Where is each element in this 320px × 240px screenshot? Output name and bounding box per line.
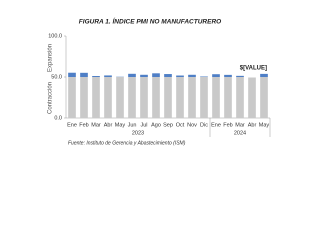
x-tick-label: Abr — [104, 122, 113, 128]
source: Fuente: Instituto de Gerencia y Abasteci… — [68, 140, 186, 146]
bar-segment — [140, 74, 148, 77]
bar-segment — [188, 74, 196, 77]
y-lower-label: Contracción — [48, 82, 54, 114]
bar-segment — [152, 77, 160, 118]
bar-segment — [104, 75, 112, 77]
bar-segment — [140, 77, 148, 118]
bar-segment — [260, 73, 268, 77]
bar-segment — [176, 77, 184, 118]
bar-segment — [116, 77, 124, 118]
bar-segment — [236, 75, 244, 77]
bar-segment — [248, 77, 256, 118]
x-tick-label: Oct — [176, 122, 185, 128]
bar-segment — [164, 74, 172, 77]
y-tick-label: 0.0 — [54, 115, 62, 121]
bar-segment — [176, 75, 184, 77]
bar-segment — [236, 77, 244, 118]
x-tick-label: Ene — [67, 122, 77, 128]
bar-segment — [80, 77, 88, 118]
bar-segment — [92, 76, 100, 77]
x-tick-label: Mar — [235, 122, 245, 128]
bar-segment — [80, 72, 88, 77]
x-group-label: 2023 — [132, 130, 144, 136]
x-tick-label: Abr — [248, 122, 257, 128]
bar-segment — [224, 74, 232, 77]
bar-segment — [92, 77, 100, 118]
x-tick-label: Jun — [128, 122, 137, 128]
x-tick-label: Jul — [140, 122, 147, 128]
x-tick-label: Dic — [200, 122, 208, 128]
x-tick-label: May — [259, 122, 270, 128]
bar-segment — [224, 77, 232, 118]
bar-segment — [164, 77, 172, 118]
x-tick-label: Mar — [91, 122, 101, 128]
y-upper-label: Expansión — [48, 44, 54, 72]
x-tick-label: Sep — [163, 122, 173, 128]
bar-segment — [212, 77, 220, 118]
bar-segment — [188, 77, 196, 118]
x-tick-label: Nov — [187, 122, 197, 128]
annotation: $[VALUE] — [240, 65, 267, 71]
bar-segment — [128, 77, 136, 118]
bar-segment — [200, 77, 208, 118]
bar-segment — [152, 73, 160, 77]
x-tick-label: Feb — [223, 122, 232, 128]
x-tick-label: Feb — [79, 122, 88, 128]
bar-segment — [128, 73, 136, 77]
y-tick-label: 100.0 — [48, 33, 62, 39]
chart: FIGURA 1. ÍNDICE PMI NO MANUFACTURERO Ex… — [48, 17, 271, 146]
bar-segment — [68, 72, 76, 77]
bar-segment — [68, 77, 76, 118]
bar-segment — [104, 77, 112, 118]
x-tick-label: Ene — [211, 122, 221, 128]
x-tick-label: May — [115, 122, 126, 128]
x-group-label: 2024 — [234, 130, 246, 136]
chart-title: FIGURA 1. ÍNDICE PMI NO MANUFACTURERO — [79, 17, 221, 26]
bar-segment — [212, 74, 220, 77]
x-tick-label: Ago — [151, 122, 161, 128]
y-tick-label: 50.0 — [51, 74, 62, 80]
bar-segment — [260, 77, 268, 118]
